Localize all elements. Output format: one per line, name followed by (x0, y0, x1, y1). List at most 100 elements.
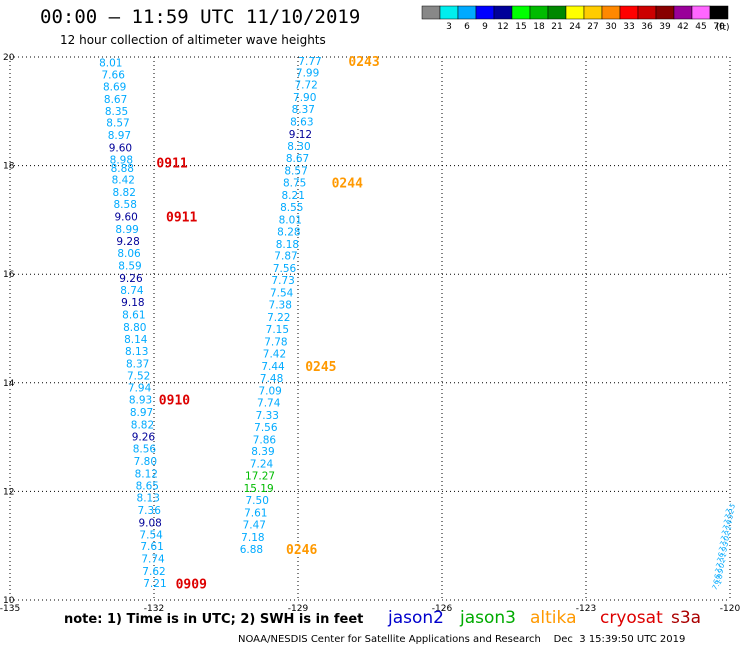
data-point-label: 8.82 (113, 187, 136, 199)
data-point-label: 7.90 (293, 92, 316, 104)
chart-title: 00:00 – 11:59 UTC 11/10/2019 (40, 6, 361, 28)
data-point-label: 7.24 (250, 459, 274, 471)
data-point-label: 7.52 (127, 371, 150, 383)
data-point-label: 9.18 (121, 297, 144, 309)
data-point-label: 8.97 (108, 130, 131, 142)
legend-swatch (547, 5, 567, 20)
x-tick-label: -126 (432, 604, 453, 614)
time-label: 0246 (286, 543, 317, 558)
data-point-label: 8.59 (118, 261, 141, 273)
data-point-label: 7.86 (253, 434, 277, 446)
data-point-label: 7.77 (298, 56, 321, 68)
data-point-label: 7.38 (269, 300, 292, 312)
data-point-label: 7.33 (256, 410, 279, 422)
data-point-label: 7.80 (134, 456, 157, 468)
legend-swatch (583, 5, 603, 20)
data-point-label: 7.78 (264, 337, 287, 349)
satellite-altika: altika (530, 608, 577, 628)
data-point-label: 8.37 (292, 104, 315, 116)
legend-label: 39 (659, 22, 671, 32)
legend-swatch (619, 5, 639, 20)
legend-swatch (673, 5, 693, 20)
y-tick-label: 18 (3, 162, 15, 172)
legend-label: 33 (623, 22, 634, 32)
legend-label: 45 (695, 22, 706, 32)
data-point-label: 7.47 (243, 520, 266, 532)
data-point-label: 8.88 (111, 163, 134, 175)
legend-swatch (421, 5, 441, 20)
data-point-label: 7.99 (296, 68, 319, 80)
data-point-label: 8.98 (110, 155, 133, 167)
data-point-label: 8.93 (129, 395, 152, 407)
legend-label: 42 (677, 22, 688, 32)
data-point-label: 7.66 (102, 69, 126, 81)
data-point-label: 8.42 (112, 175, 135, 187)
data-point-label: 7.72 (294, 80, 317, 92)
data-point-label: 8.01 (279, 214, 302, 226)
data-point-label: 9.28 (116, 236, 139, 248)
data-point-label: 8.69 (103, 81, 126, 93)
data-point-label: 8.14 (124, 334, 148, 346)
edge-point-label: 7.5 (724, 502, 737, 516)
data-point-label: 7.62 (142, 566, 165, 578)
chart-subtitle: 12 hour collection of altimeter wave hei… (60, 33, 326, 47)
legend-label: 18 (533, 22, 545, 32)
legend-swatch (565, 5, 585, 20)
legend-swatch (601, 5, 621, 20)
data-point-label: 7.56 (254, 422, 278, 434)
data-point-label: 15.19 (244, 483, 274, 495)
data-point-label: 7.94 (128, 383, 152, 395)
credit-line: NOAA/NESDIS Center for Satellite Applica… (238, 634, 686, 645)
data-point-label: 7.36 (138, 505, 162, 517)
legend-label: 15 (515, 22, 526, 32)
data-point-label: 8.65 (136, 480, 159, 492)
data-point-label: 8.56 (133, 444, 157, 456)
legend-swatch (529, 5, 549, 20)
data-point-label: 8.35 (105, 106, 128, 118)
legend-label: 12 (497, 22, 508, 32)
data-point-label: 8.39 (251, 446, 274, 458)
data-point-label: 8.01 (99, 57, 122, 69)
data-point-label: 8.12 (135, 468, 158, 480)
data-point-label: 8.58 (114, 199, 137, 211)
data-point-label: 8.82 (131, 420, 154, 432)
note-text: note: 1) Time is in UTC; 2) SWH is in fe… (64, 612, 364, 627)
data-point-label: 17.27 (245, 471, 275, 483)
legend-swatch (709, 5, 729, 20)
y-tick-label: 10 (3, 596, 15, 606)
x-tick-label: -132 (144, 604, 164, 614)
data-point-label: 7.22 (267, 312, 290, 324)
data-point-label: 8.63 (290, 117, 313, 129)
data-point-label: 7.54 (139, 529, 163, 541)
data-point-label: 8.67 (104, 94, 127, 106)
data-point-label: 9.26 (132, 432, 156, 444)
data-point-label: 7.50 (246, 495, 269, 507)
satellite-s3a: s3a (671, 608, 702, 628)
data-point-label: 7.42 (263, 348, 286, 360)
data-point-label: 8.13 (125, 346, 148, 358)
x-tick-label: -129 (288, 604, 309, 614)
data-point-label: 8.80 (123, 322, 146, 334)
legend-unit: (ft) (716, 23, 730, 33)
y-tick-label: 16 (3, 270, 15, 280)
time-label: 0910 (159, 394, 190, 409)
data-point-label: 7.09 (258, 385, 281, 397)
legend-label: 3 (446, 22, 452, 32)
data-point-label: 8.57 (106, 118, 129, 130)
data-point-label: 9.60 (109, 143, 132, 155)
legend-label: 6 (464, 22, 470, 32)
data-point-label: 8.74 (120, 285, 144, 297)
legend-swatch (457, 5, 477, 20)
legend-label: 21 (551, 22, 562, 32)
data-point-label: 7.73 (271, 275, 294, 287)
x-tick-label: -135 (0, 604, 20, 614)
data-point-label: 7.61 (140, 541, 163, 553)
data-point-label: 8.97 (130, 407, 153, 419)
time-label: 0911 (156, 156, 187, 171)
data-point-label: 8.67 (286, 153, 309, 165)
data-point-label: 7.15 (266, 324, 289, 336)
data-point-label: 8.55 (280, 202, 303, 214)
legend-label: 9 (482, 22, 488, 32)
time-label: 0245 (305, 360, 336, 375)
